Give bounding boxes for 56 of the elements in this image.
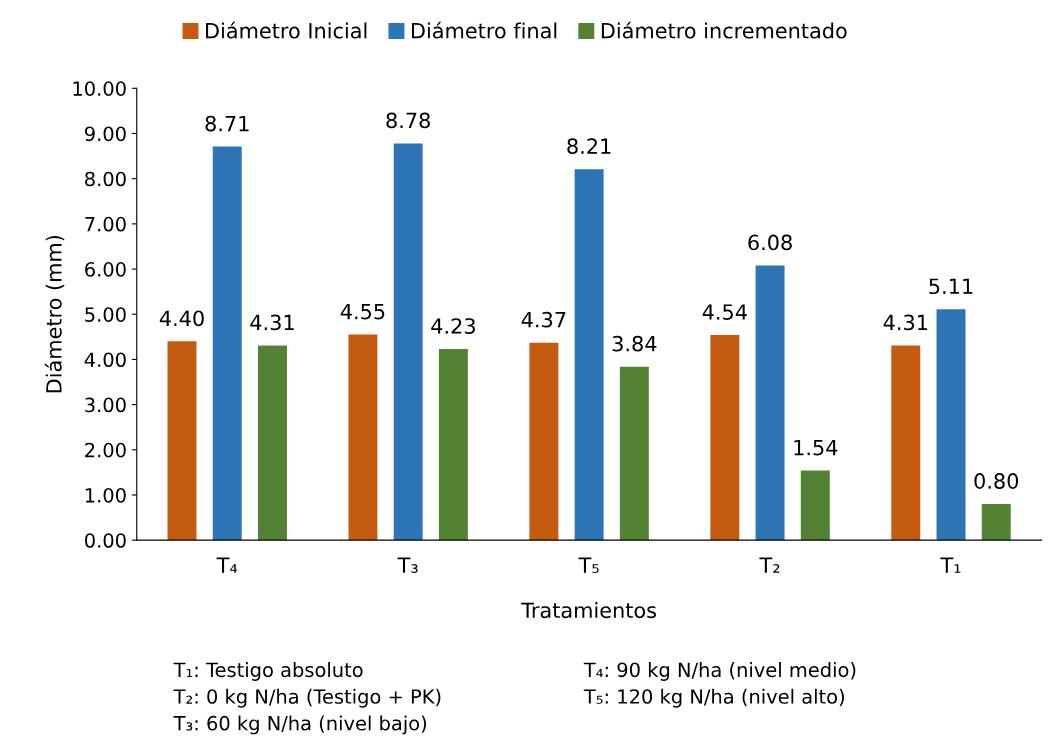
data-label: 4.37 [521, 311, 566, 328]
bar [257, 345, 287, 541]
y-axis-title: Diámetro (mm) [44, 235, 65, 393]
data-label: 4.40 [159, 310, 204, 327]
bar [936, 309, 966, 541]
data-label: 6.08 [748, 234, 792, 251]
y-tick-label: 5.00 [85, 307, 126, 322]
y-tick-label: 6.00 [85, 262, 126, 277]
bar [529, 342, 559, 541]
y-tick-label: 8.00 [85, 171, 126, 187]
bar [393, 143, 423, 541]
bar [800, 470, 830, 541]
data-label: 3.84 [612, 335, 657, 352]
y-tick-label: 4.00 [84, 352, 126, 368]
bar [755, 265, 785, 541]
data-label: 1.54 [794, 439, 838, 456]
legend-label: Diámetro Inicial [206, 21, 367, 39]
text: T₅: 120 kg N/ha (nivel alto) [583, 688, 844, 708]
y-tick-label: 2.00 [85, 442, 126, 458]
bar [574, 169, 604, 541]
data-label: 4.54 [702, 304, 747, 320]
data-label: 8.78 [386, 112, 430, 129]
text: T₁: Testigo absoluto [173, 662, 363, 681]
bar [167, 341, 197, 541]
x-tick-label: T₁ [940, 557, 961, 573]
y-tick-label: 10.00 [73, 81, 126, 96]
x-tick-label: T₂ [759, 557, 780, 573]
data-label: 8.71 [205, 115, 249, 132]
bar [619, 366, 649, 541]
y-tick-label: 7.00 [85, 216, 126, 232]
bar [348, 334, 378, 541]
bar [981, 504, 1011, 541]
data-label: 8.21 [567, 138, 611, 155]
bar [212, 146, 242, 541]
y-tick-label: 1.00 [85, 487, 126, 503]
x-tick-label: T₅ [578, 557, 599, 573]
text: T₂: 0 kg N/ha (Testigo + PK) [173, 688, 441, 708]
legend-label: Diámetro final [412, 21, 557, 39]
bar [438, 349, 468, 541]
y-tick-label: 9.00 [84, 126, 126, 142]
x-tick-label: T₄ [216, 557, 238, 573]
text: T₃: 60 kg N/ha (nivel bajo) [173, 715, 427, 735]
data-label: 4.23 [431, 318, 475, 334]
x-axis-title: Tratamientos [521, 602, 656, 619]
data-label: 5.11 [929, 278, 973, 295]
data-label: 0.80 [974, 473, 1019, 489]
data-label: 4.31 [250, 314, 294, 331]
data-label: 4.55 [340, 303, 385, 320]
x-tick-label: T₃ [397, 557, 418, 573]
bar [891, 345, 921, 541]
y-tick-label: 0.00 [85, 533, 126, 548]
data-label: 4.31 [883, 314, 928, 331]
bar [710, 335, 740, 541]
text: T₄: 90 kg N/ha (nivel medio) [583, 662, 856, 681]
legend-label: Diámetro incrementado [601, 21, 847, 39]
y-tick-label: 3.00 [85, 397, 126, 413]
